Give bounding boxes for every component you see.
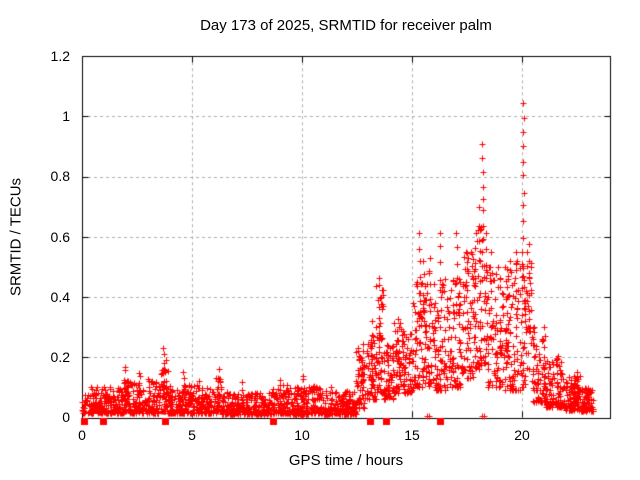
x-tick-label: 15: [404, 427, 420, 443]
y-tick-label: 0.6: [50, 229, 70, 245]
y-tick-label: 1: [62, 108, 70, 124]
chart-title: Day 173 of 2025, SRMTID for receiver pal…: [200, 17, 492, 34]
x-tick-label: 5: [188, 427, 196, 443]
y-tick-label: 0: [62, 409, 70, 425]
x-tick-label: 10: [294, 427, 310, 443]
y-tick-label: 0.2: [50, 349, 70, 365]
x-tick-label: 20: [514, 427, 530, 443]
x-axis-label: GPS time / hours: [288, 452, 404, 469]
y-tick-label: 0.8: [50, 168, 70, 184]
y-tick-label: 1.2: [50, 48, 70, 64]
y-tick-label: 0.4: [50, 289, 70, 305]
x-tick-label: 0: [78, 427, 86, 443]
